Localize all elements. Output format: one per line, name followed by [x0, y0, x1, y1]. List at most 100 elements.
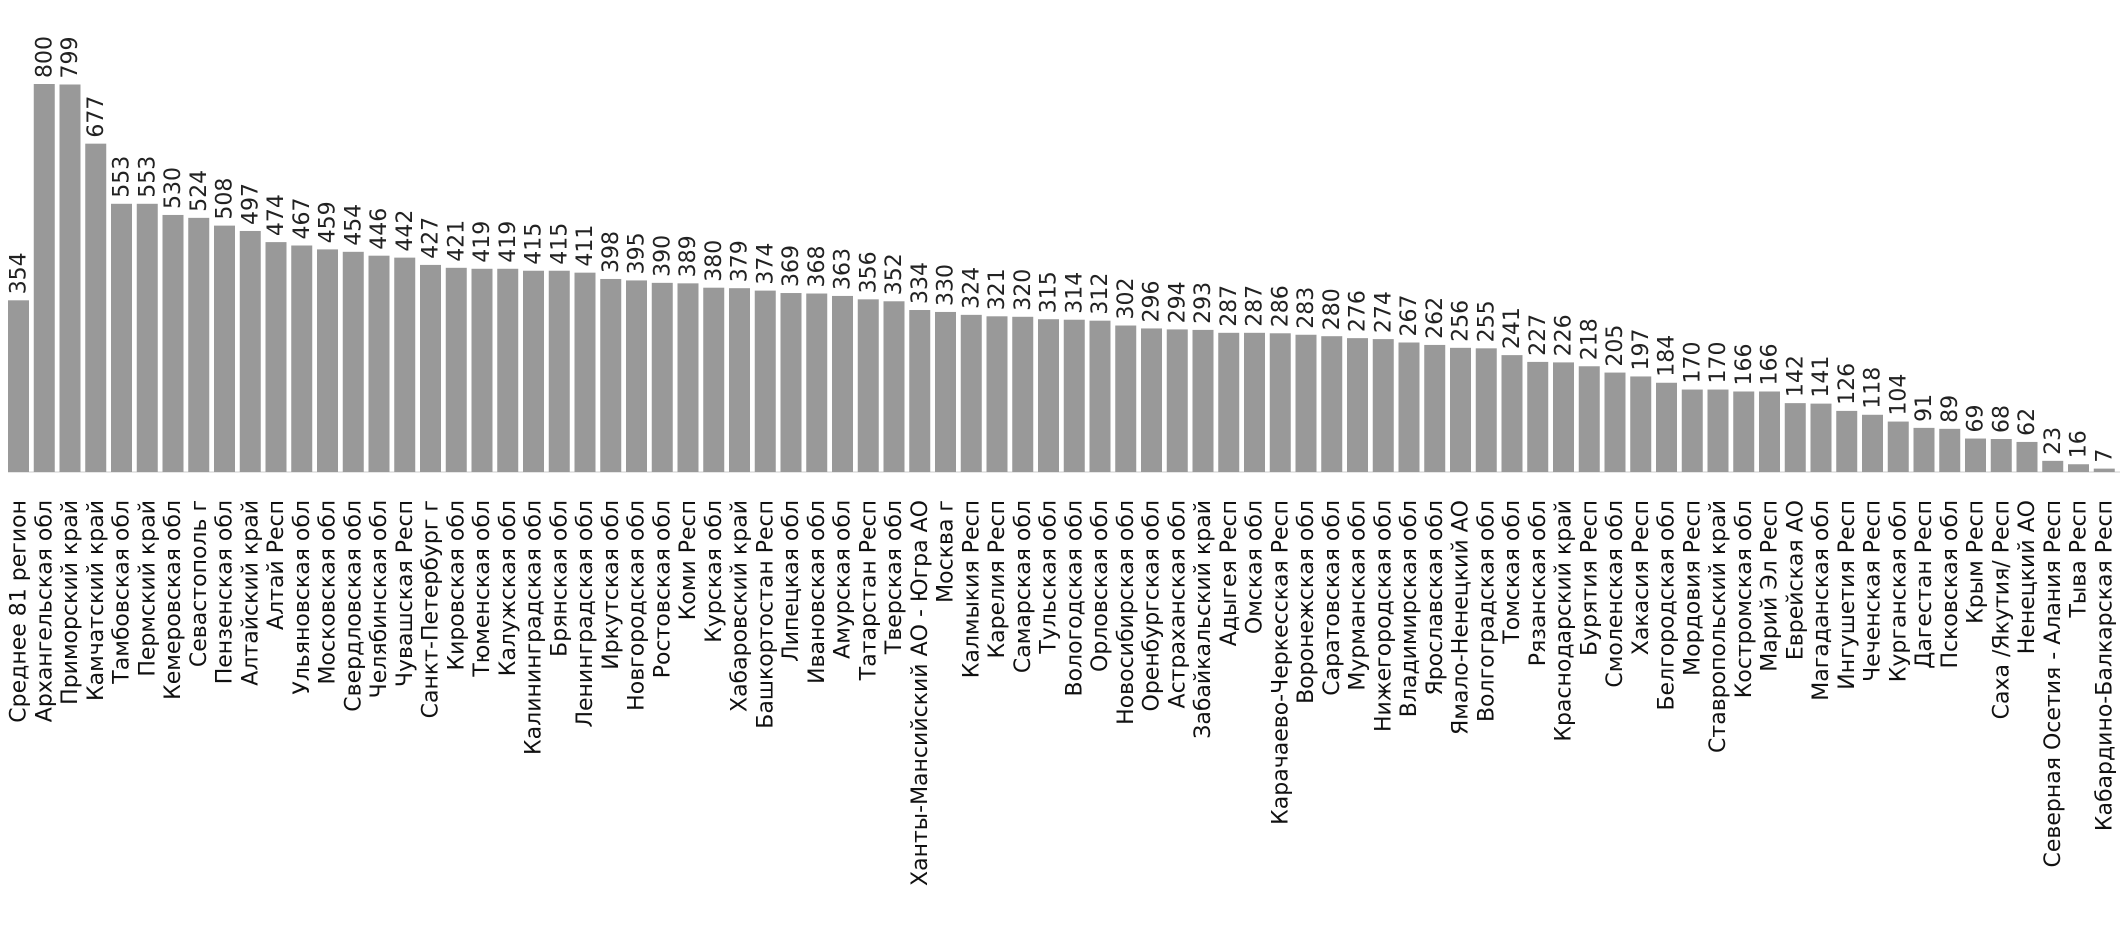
- bar: [574, 272, 596, 472]
- data-label: 474: [264, 194, 289, 236]
- category-tick-label: Кировская обл: [444, 500, 469, 671]
- category-tick-label: Волгоградская обл: [1474, 500, 1499, 722]
- bar: [1887, 421, 1909, 472]
- bar: [1604, 372, 1626, 472]
- bar: [2042, 460, 2064, 473]
- category-labels-layer: Среднее 81 регион Архангельская обл Примор…: [7, 500, 2118, 886]
- bar: [1218, 332, 1240, 472]
- data-label: 170: [1706, 342, 1731, 384]
- category-tick-label: Санкт-Петербург г: [419, 500, 444, 718]
- data-label: 23: [2041, 427, 2066, 455]
- data-label: 419: [496, 221, 521, 263]
- bar: [1398, 342, 1420, 472]
- category-tick-label: Коми Респ: [676, 500, 701, 620]
- category-tick-label: Тюменская обл: [470, 500, 495, 678]
- bar: [1939, 428, 1961, 472]
- data-label: 415: [547, 223, 572, 265]
- category-tick-label: Ивановская обл: [805, 500, 830, 684]
- bar: [342, 251, 364, 472]
- data-label: 267: [1397, 295, 1422, 337]
- bar: [1295, 334, 1317, 472]
- data-label: 380: [702, 240, 727, 282]
- category-tick-label: Смоленская обл: [1603, 500, 1628, 688]
- bar: [291, 245, 313, 472]
- data-label: 314: [1062, 272, 1087, 314]
- bar: [2093, 468, 2115, 473]
- data-label: 398: [599, 231, 624, 273]
- data-label: 324: [959, 267, 984, 309]
- data-label: 226: [1552, 314, 1577, 356]
- data-label: 283: [1294, 287, 1319, 329]
- data-label: 799: [58, 36, 83, 78]
- data-label: 459: [316, 201, 341, 243]
- data-label: 800: [32, 36, 57, 78]
- category-tick-label: Магаданская обл: [1809, 500, 1834, 701]
- data-label: 302: [1114, 278, 1139, 320]
- category-tick-label: Северная Осетия - Алания Респ: [2041, 500, 2066, 867]
- category-tick-label: Дагестан Респ: [1912, 500, 1937, 669]
- category-tick-label: Приморский край: [58, 500, 83, 705]
- data-label: 287: [1243, 285, 1268, 327]
- bar: [1012, 316, 1034, 472]
- data-label: 374: [753, 243, 778, 285]
- bar: [935, 311, 956, 472]
- category-tick-label: Самарская обл: [1011, 500, 1036, 673]
- category-tick-label: Мордовия Респ: [1680, 500, 1705, 676]
- category-tick-label: Иркутская обл: [599, 500, 624, 670]
- category-tick-label: Хабаровский край: [728, 500, 753, 712]
- category-tick-label: Севастополь г: [187, 500, 212, 667]
- bar: [1836, 410, 1858, 472]
- data-label: 166: [1732, 343, 1757, 385]
- category-tick-label: Ставропольский край: [1706, 500, 1731, 753]
- data-label: 321: [985, 268, 1010, 310]
- category-tick-label: Бурятия Респ: [1577, 500, 1602, 656]
- category-tick-label: Псковская обл: [1938, 500, 1963, 669]
- category-tick-label: Архангельская обл: [32, 500, 57, 722]
- category-tick-label: Ленинградская обл: [573, 500, 598, 728]
- data-label: 524: [187, 170, 212, 212]
- bar: [1810, 403, 1832, 472]
- bar: [780, 293, 802, 472]
- bar: [239, 230, 261, 472]
- data-label: 553: [110, 156, 135, 198]
- category-tick-label: Омская обл: [1243, 500, 1268, 634]
- bar: [265, 242, 287, 472]
- bar: [1475, 348, 1497, 472]
- data-label: 508: [213, 178, 238, 220]
- category-tick-label: Кабардино-Балкарская Респ: [2092, 500, 2117, 831]
- data-label: 390: [650, 235, 675, 277]
- bar: [2068, 464, 2089, 472]
- category-tick-label: Ярославская обл: [1423, 500, 1448, 696]
- category-tick-label: Чеченская Респ: [1861, 500, 1886, 682]
- bar: [1347, 338, 1368, 472]
- bar: [33, 84, 55, 472]
- bar: [1707, 389, 1729, 472]
- bar: [909, 310, 931, 472]
- category-tick-label: Еврейская АО: [1783, 500, 1808, 660]
- category-tick-label: Камчатский край: [84, 500, 109, 701]
- bar: [111, 203, 132, 473]
- bar: [1578, 366, 1600, 472]
- category-tick-label: Свердловская обл: [341, 500, 366, 712]
- data-label: 497: [238, 183, 263, 225]
- category-tick-label: Воронежская обл: [1294, 500, 1319, 704]
- bar: [471, 268, 493, 472]
- data-label: 677: [84, 96, 109, 138]
- data-label: 334: [908, 262, 933, 304]
- data-label: 218: [1577, 318, 1602, 360]
- bar: [857, 299, 879, 472]
- bar: [497, 268, 519, 472]
- bar: [1656, 382, 1677, 472]
- category-tick-label: Алтай Респ: [264, 500, 289, 630]
- data-label: 411: [573, 225, 598, 267]
- category-tick-label: Краснодарский край: [1552, 500, 1577, 742]
- bar: [394, 257, 416, 472]
- bar: [1450, 347, 1471, 472]
- data-label: 369: [779, 245, 804, 287]
- data-label: 287: [1217, 285, 1242, 327]
- category-tick-label: Мурманская обл: [1346, 500, 1371, 691]
- data-label: 166: [1758, 343, 1783, 385]
- bar: [85, 143, 107, 472]
- data-label: 170: [1680, 342, 1705, 384]
